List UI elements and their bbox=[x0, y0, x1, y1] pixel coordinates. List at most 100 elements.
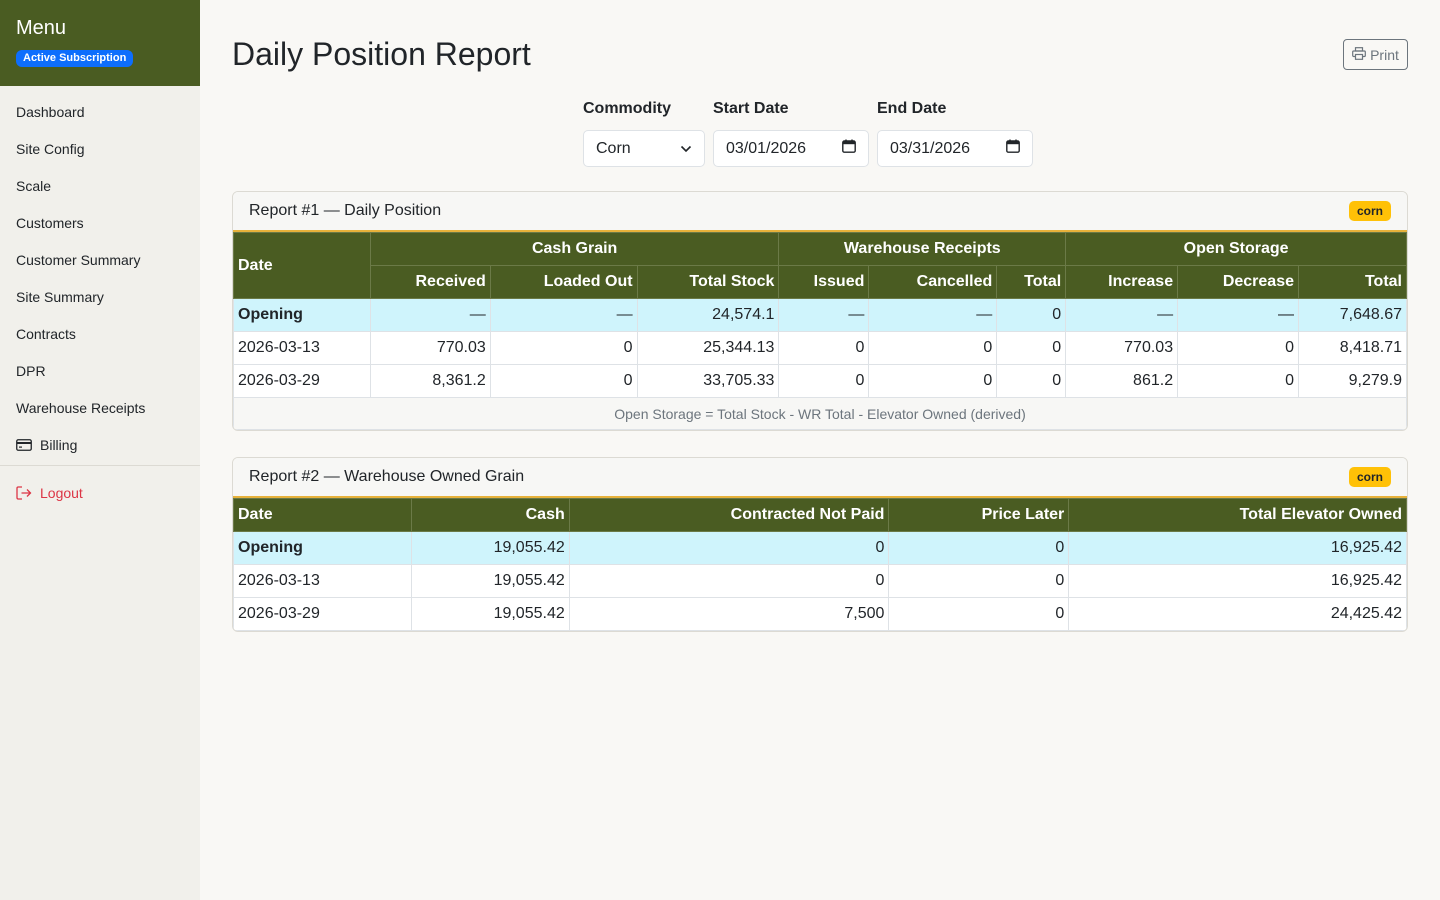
cell-price-later: 0 bbox=[888, 597, 1070, 631]
cell-os-total: 9,279.9 bbox=[1298, 364, 1407, 398]
report2-card: Report #2 — Warehouse Owned Grain corn D… bbox=[232, 457, 1408, 632]
cell-date: Opening bbox=[233, 298, 371, 332]
cell-price-later: 0 bbox=[888, 564, 1070, 598]
logout-link[interactable]: Logout bbox=[0, 474, 200, 511]
col-total-elevator-owned: Total Elevator Owned bbox=[1068, 498, 1407, 532]
end-date-label: End Date bbox=[877, 100, 947, 117]
cell-total-elevator-owned: 24,425.42 bbox=[1068, 597, 1407, 631]
cell-cancelled: — bbox=[868, 298, 998, 332]
table-row: 2026-03-13 19,055.42 0 0 16,925.42 bbox=[233, 564, 1407, 598]
print-button[interactable]: Print bbox=[1343, 39, 1408, 70]
cell-loaded-out: — bbox=[489, 298, 638, 332]
printer-icon bbox=[1352, 46, 1366, 63]
col-date: Date bbox=[233, 498, 412, 532]
commodity-badge: corn bbox=[1348, 467, 1391, 487]
col-loaded-out: Loaded Out bbox=[489, 265, 638, 299]
commodity-filter: Commodity Corn bbox=[583, 100, 705, 167]
print-label: Print bbox=[1370, 46, 1399, 63]
cell-decrease: 0 bbox=[1177, 331, 1299, 365]
start-date-input[interactable]: 03/01/2026 bbox=[713, 130, 869, 167]
sidebar-item-scale[interactable]: Scale bbox=[16, 177, 52, 194]
sidebar-header: Menu Active Subscription bbox=[0, 0, 200, 86]
end-date-input[interactable]: 03/31/2026 bbox=[877, 130, 1033, 167]
cell-cash: 19,055.42 bbox=[410, 564, 570, 598]
calendar-icon[interactable] bbox=[842, 139, 856, 158]
report2-table: Date Cash Contracted Not Paid Price Late… bbox=[233, 498, 1407, 631]
commodity-value: Corn bbox=[596, 139, 631, 157]
report2-header: Report #2 — Warehouse Owned Grain corn bbox=[233, 458, 1407, 498]
cell-wr-total: 0 bbox=[996, 364, 1067, 398]
cell-wr-total: 0 bbox=[996, 331, 1067, 365]
group-open-storage: Open Storage bbox=[1065, 232, 1407, 266]
cell-contracted-not-paid: 0 bbox=[568, 531, 890, 565]
sidebar-item-dashboard[interactable]: Dashboard bbox=[16, 103, 85, 120]
start-date-value: 03/01/2026 bbox=[726, 139, 807, 157]
sidebar-item-site-summary[interactable]: Site Summary bbox=[16, 288, 104, 305]
cell-cancelled: 0 bbox=[868, 331, 998, 365]
logout-icon bbox=[16, 485, 33, 500]
cell-total-stock: 24,574.1 bbox=[636, 298, 780, 332]
sidebar-divider bbox=[0, 465, 200, 466]
cell-date: Opening bbox=[233, 531, 412, 565]
sidebar-item-dpr[interactable]: DPR bbox=[16, 362, 46, 379]
cell-wr-total: 0 bbox=[996, 298, 1067, 332]
table-row: 2026-03-29 8,361.2 0 33,705.33 0 0 0 861… bbox=[233, 364, 1407, 398]
col-cash: Cash bbox=[410, 498, 570, 532]
sidebar-item-billing[interactable]: Billing bbox=[0, 426, 200, 463]
commodity-label: Commodity bbox=[583, 100, 671, 117]
table-row: 2026-03-29 19,055.42 7,500 0 24,425.42 bbox=[233, 597, 1407, 631]
sidebar: Menu Active Subscription Dashboard Site … bbox=[0, 0, 200, 900]
cell-increase: 770.03 bbox=[1065, 331, 1179, 365]
sidebar-item-billing-label: Billing bbox=[40, 436, 78, 453]
cell-decrease: 0 bbox=[1177, 364, 1299, 398]
calendar-icon[interactable] bbox=[1006, 139, 1020, 158]
sidebar-item-site-config[interactable]: Site Config bbox=[16, 140, 85, 157]
cell-increase: 861.2 bbox=[1065, 364, 1179, 398]
sidebar-item-customers[interactable]: Customers bbox=[16, 214, 84, 231]
menu-title: Menu bbox=[16, 17, 67, 39]
cell-total-elevator-owned: 16,925.42 bbox=[1068, 564, 1407, 598]
col-price-later: Price Later bbox=[888, 498, 1070, 532]
subscription-badge: Active Subscription bbox=[16, 50, 134, 67]
report2-title: Report #2 — Warehouse Owned Grain bbox=[249, 468, 525, 485]
col-contracted-not-paid: Contracted Not Paid bbox=[568, 498, 890, 532]
start-date-label: Start Date bbox=[713, 100, 789, 117]
cell-issued: 0 bbox=[778, 364, 870, 398]
cell-date: 2026-03-13 bbox=[233, 564, 412, 598]
cell-date: 2026-03-13 bbox=[233, 331, 371, 365]
cell-decrease: — bbox=[1177, 298, 1299, 332]
report1-footnote: Open Storage = Total Stock - WR Total - … bbox=[233, 397, 1407, 430]
cell-price-later: 0 bbox=[888, 531, 1070, 565]
commodity-badge: corn bbox=[1348, 201, 1391, 221]
commodity-select[interactable]: Corn bbox=[583, 130, 705, 167]
end-date-value: 03/31/2026 bbox=[890, 139, 971, 157]
report1-title: Report #1 — Daily Position bbox=[249, 202, 442, 219]
group-cash-grain: Cash Grain bbox=[369, 232, 780, 266]
col-increase: Increase bbox=[1065, 265, 1179, 299]
cell-received: 8,361.2 bbox=[369, 364, 491, 398]
start-date-filter: Start Date 03/01/2026 bbox=[713, 100, 869, 167]
filter-bar: Commodity Corn Start Date 03/01/2026 End… bbox=[583, 100, 1033, 167]
col-cancelled: Cancelled bbox=[868, 265, 998, 299]
sidebar-item-customer-summary[interactable]: Customer Summary bbox=[16, 251, 141, 268]
cell-cash: 19,055.42 bbox=[410, 531, 570, 565]
report1-card: Report #1 — Daily Position corn Date Cas… bbox=[232, 191, 1408, 431]
cell-increase: — bbox=[1065, 298, 1179, 332]
table-footer-row: Open Storage = Total Stock - WR Total - … bbox=[233, 397, 1407, 430]
col-total-stock: Total Stock bbox=[636, 265, 780, 299]
cell-date: 2026-03-29 bbox=[233, 597, 412, 631]
cell-os-total: 8,418.71 bbox=[1298, 331, 1407, 365]
cell-received: — bbox=[369, 298, 491, 332]
col-decrease: Decrease bbox=[1177, 265, 1299, 299]
sidebar-item-contracts[interactable]: Contracts bbox=[16, 325, 76, 342]
page-title: Daily Position Report bbox=[232, 36, 531, 72]
cell-contracted-not-paid: 7,500 bbox=[568, 597, 890, 631]
cell-contracted-not-paid: 0 bbox=[568, 564, 890, 598]
group-warehouse-receipts: Warehouse Receipts bbox=[778, 232, 1067, 266]
col-wr-total: Total bbox=[996, 265, 1067, 299]
sidebar-item-warehouse-receipts[interactable]: Warehouse Receipts bbox=[16, 399, 146, 416]
cell-issued: — bbox=[778, 298, 870, 332]
cell-loaded-out: 0 bbox=[489, 364, 638, 398]
cell-total-stock: 25,344.13 bbox=[636, 331, 780, 365]
col-issued: Issued bbox=[778, 265, 870, 299]
